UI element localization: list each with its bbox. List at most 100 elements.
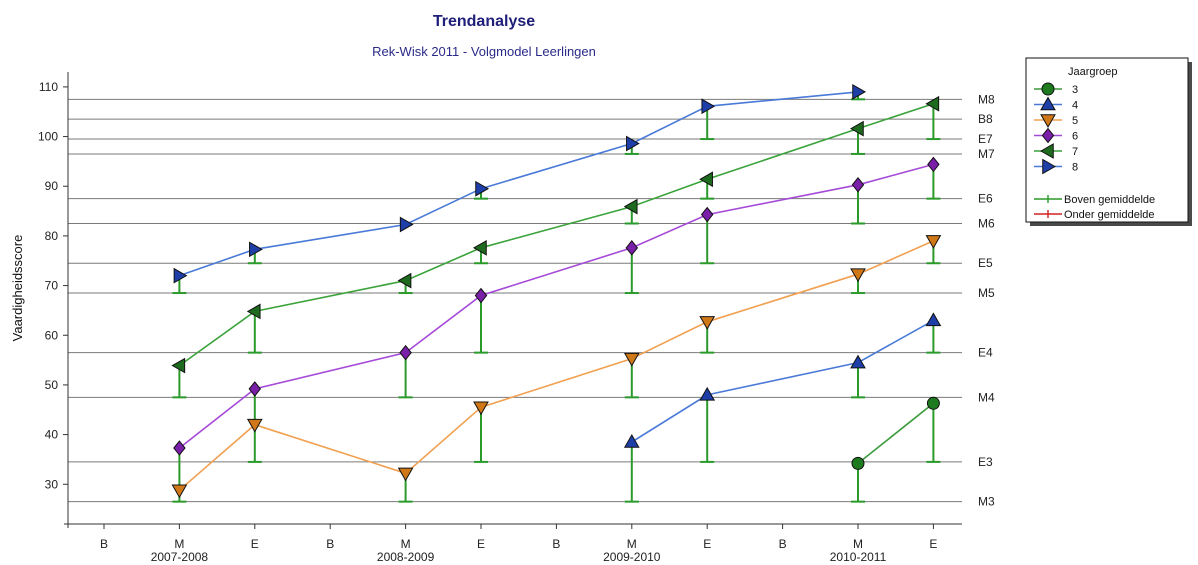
legend-label-8: 8 xyxy=(1072,162,1078,174)
series-4-point xyxy=(623,434,640,448)
series-6-point xyxy=(927,156,940,173)
y-tick-label: 80 xyxy=(45,229,59,243)
x-tick-label: E xyxy=(251,537,259,551)
range-bar xyxy=(700,106,715,141)
legend-label-3: 3 xyxy=(1072,84,1078,96)
level-label-e4: E4 xyxy=(978,346,993,360)
series-4 xyxy=(623,312,942,448)
chart-title: Trendanalyse xyxy=(433,13,535,30)
legend-label-5: 5 xyxy=(1072,115,1078,127)
level-label-e7: E7 xyxy=(978,132,993,146)
range-bar xyxy=(624,442,639,503)
legend-marker-6 xyxy=(1041,127,1055,144)
series-4-point xyxy=(699,386,716,401)
x-tick-label: E xyxy=(703,537,711,551)
legend-marker-5 xyxy=(1040,114,1056,129)
range-bar xyxy=(247,311,262,354)
series-5-point xyxy=(246,418,263,433)
series-8-point xyxy=(626,135,640,152)
series-8-point xyxy=(852,84,867,100)
series-3-line xyxy=(857,402,934,465)
series-3 xyxy=(851,396,940,470)
x-year-label: 2009-2010 xyxy=(603,550,661,564)
legend-extra-label: Boven gemiddelde xyxy=(1064,194,1155,206)
range-bar xyxy=(700,394,715,463)
series-5-line xyxy=(178,240,934,491)
y-tick-label: 110 xyxy=(39,80,58,94)
range-bar xyxy=(851,362,865,399)
series-7-point xyxy=(472,239,487,256)
x-tick-label: B xyxy=(552,537,560,551)
range-bar xyxy=(172,365,187,399)
series-6 xyxy=(173,156,940,456)
x-tick-label: M xyxy=(853,537,863,551)
legend-marker-8 xyxy=(1042,158,1057,175)
range-bar xyxy=(926,103,941,141)
series-5 xyxy=(171,235,942,499)
series-5-point xyxy=(623,352,640,367)
range-bar xyxy=(700,214,715,265)
x-tick-label: B xyxy=(779,537,787,551)
series-6-point xyxy=(625,240,639,256)
x-tick-label: M xyxy=(627,537,637,551)
series-8-point xyxy=(399,216,414,233)
y-tick-label: 90 xyxy=(45,179,59,193)
series-8-point xyxy=(173,267,188,284)
y-tick-label: 50 xyxy=(45,378,59,392)
x-year-label: 2008-2009 xyxy=(377,550,435,564)
series-5-point xyxy=(473,401,489,416)
x-tick-label: B xyxy=(100,537,108,551)
legend-extra-label: Onder gemiddelde xyxy=(1064,209,1155,221)
series-8 xyxy=(173,84,867,284)
legend-marker-3 xyxy=(1041,82,1055,96)
level-label-m8: M8 xyxy=(978,92,995,106)
x-tick-label: M xyxy=(401,537,411,551)
level-label-m7: M7 xyxy=(978,147,995,161)
series-7-point xyxy=(246,303,261,320)
series-3-point xyxy=(926,396,940,410)
series-7-point xyxy=(699,171,713,188)
level-label-m3: M3 xyxy=(978,495,995,509)
series-7-point xyxy=(623,198,638,215)
x-tick-label: B xyxy=(326,537,334,551)
x-tick-label: E xyxy=(477,537,485,551)
series-7-point xyxy=(849,120,864,137)
series-4-point xyxy=(925,312,942,327)
y-tick-label: 30 xyxy=(45,477,59,491)
range-bar xyxy=(474,295,488,354)
x-year-label: 2007-2008 xyxy=(151,550,209,564)
series-7-line xyxy=(178,103,934,367)
series-lines xyxy=(171,84,942,499)
series-7-point xyxy=(171,357,186,374)
axes: 30 40 50 60 70 80 90 100 110 B M E B M E B M E B M E 2007-200… xyxy=(38,72,962,564)
series-7-point xyxy=(925,95,940,112)
level-label-m4: M4 xyxy=(978,390,995,404)
y-tick-label: 70 xyxy=(45,279,59,293)
level-label-e6: E6 xyxy=(978,192,993,206)
series-6-point xyxy=(851,176,865,193)
x-year-label: 2010-2011 xyxy=(830,550,887,564)
y-tick-label: 100 xyxy=(38,130,58,144)
series-5-point xyxy=(850,268,866,283)
legend-marker-4 xyxy=(1040,96,1056,111)
series-7-point xyxy=(397,272,412,289)
legend-label-6: 6 xyxy=(1072,131,1078,143)
legend-label-7: 7 xyxy=(1072,146,1078,158)
series-6-line xyxy=(178,163,934,449)
legend: Jaargroep 3 4 5 6 7 8 Boven gemiddelde Onder gem… xyxy=(1025,57,1192,226)
legend-label-4: 4 xyxy=(1072,100,1078,112)
series-7 xyxy=(171,95,940,374)
series-6-point xyxy=(399,344,412,361)
series-6-point xyxy=(173,440,186,456)
y-tick-label: 60 xyxy=(45,328,59,342)
series-6-point xyxy=(248,381,262,397)
series-5-point xyxy=(171,484,188,499)
series-6-point xyxy=(700,206,714,223)
y-axis-label: Vaardigheidsscore xyxy=(10,235,25,342)
series-8-point xyxy=(701,98,716,115)
range-bar xyxy=(474,407,488,463)
series-6-point xyxy=(474,287,488,304)
y-tick-label: 40 xyxy=(45,428,59,442)
level-label-e3: E3 xyxy=(978,455,993,469)
